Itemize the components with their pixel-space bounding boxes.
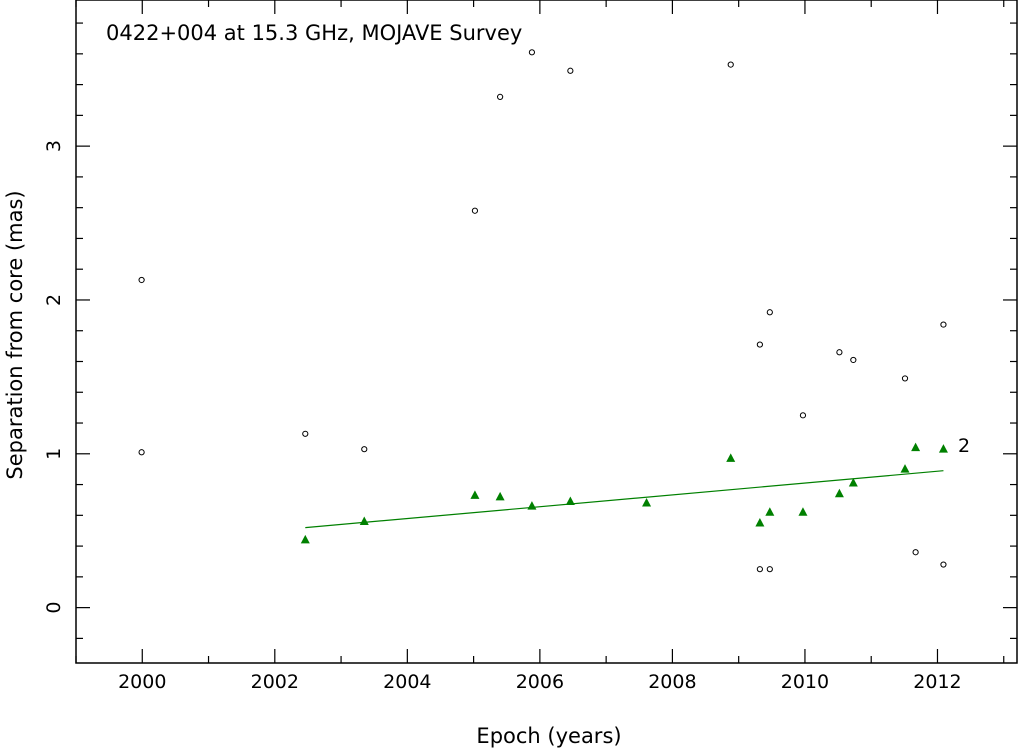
data-point-circle xyxy=(528,49,536,56)
x-tick-label: 2008 xyxy=(648,671,696,693)
data-point-triangle xyxy=(834,488,844,498)
data-point-circle xyxy=(138,449,145,456)
data-point-triangle xyxy=(470,490,480,499)
data-point-circle xyxy=(901,375,909,382)
data-point-circle xyxy=(302,430,309,437)
data-point-circle xyxy=(497,93,504,101)
data-point-triangle xyxy=(798,507,808,516)
data-point-triangle xyxy=(300,534,310,544)
data-point-circle xyxy=(567,67,574,74)
data-point-circle xyxy=(138,276,145,284)
data-point-triangle xyxy=(900,464,910,473)
x-tick-label: 2006 xyxy=(516,671,564,693)
x-axis-ticks xyxy=(75,0,1005,663)
plot-marks xyxy=(138,49,948,573)
data-point-circle xyxy=(940,321,947,328)
data-point-triangle xyxy=(565,496,575,505)
x-tick-label: 2000 xyxy=(118,671,166,693)
data-point-triangle xyxy=(765,507,775,516)
data-point-circle xyxy=(766,566,773,573)
data-point-circle xyxy=(361,446,368,453)
y-tick-label: 0 xyxy=(43,602,65,614)
y-axis-tick-labels: 0 1 2 3 xyxy=(43,140,65,614)
x-axis-label: Epoch (years) xyxy=(476,724,621,748)
data-point-circle xyxy=(766,309,773,316)
x-tick-label: 2004 xyxy=(383,671,431,693)
data-point-circle xyxy=(850,356,857,364)
data-point-triangle xyxy=(527,501,537,510)
data-point-circle xyxy=(836,349,843,356)
data-point-triangle xyxy=(642,498,652,507)
data-point-circle xyxy=(940,561,947,568)
chart-title: 0422+004 at 15.3 GHz, MOJAVE Survey xyxy=(106,21,522,45)
data-point-triangle xyxy=(726,453,736,462)
y-axis-label: Separation from core (mas) xyxy=(3,190,27,479)
y-tick-label: 2 xyxy=(43,294,65,306)
data-point-circle xyxy=(756,341,763,348)
data-point-triangle xyxy=(755,518,765,527)
plot-frame xyxy=(75,0,1018,664)
y-tick-label: 1 xyxy=(43,448,65,460)
x-tick-label: 2012 xyxy=(913,671,961,693)
data-point-triangle xyxy=(938,444,948,453)
data-point-triangle xyxy=(359,516,369,525)
fit-line xyxy=(305,470,944,529)
x-tick-label: 2010 xyxy=(781,671,829,693)
data-point-triangle xyxy=(848,478,858,487)
y-tick-label: 3 xyxy=(43,140,65,152)
series-2-label: 2 xyxy=(958,435,970,457)
data-point-triangle xyxy=(911,442,921,452)
data-point-circle xyxy=(799,412,807,419)
data-point-circle xyxy=(912,549,919,556)
y-axis-ticks xyxy=(76,22,1017,639)
x-tick-label: 2002 xyxy=(251,671,299,693)
data-point-triangle xyxy=(495,491,505,501)
data-point-circle xyxy=(727,61,734,68)
data-point-circle xyxy=(756,566,763,573)
x-axis-tick-labels: 2000 2002 2004 2006 2008 2010 2012 xyxy=(118,671,962,693)
data-point-circle xyxy=(471,207,479,214)
